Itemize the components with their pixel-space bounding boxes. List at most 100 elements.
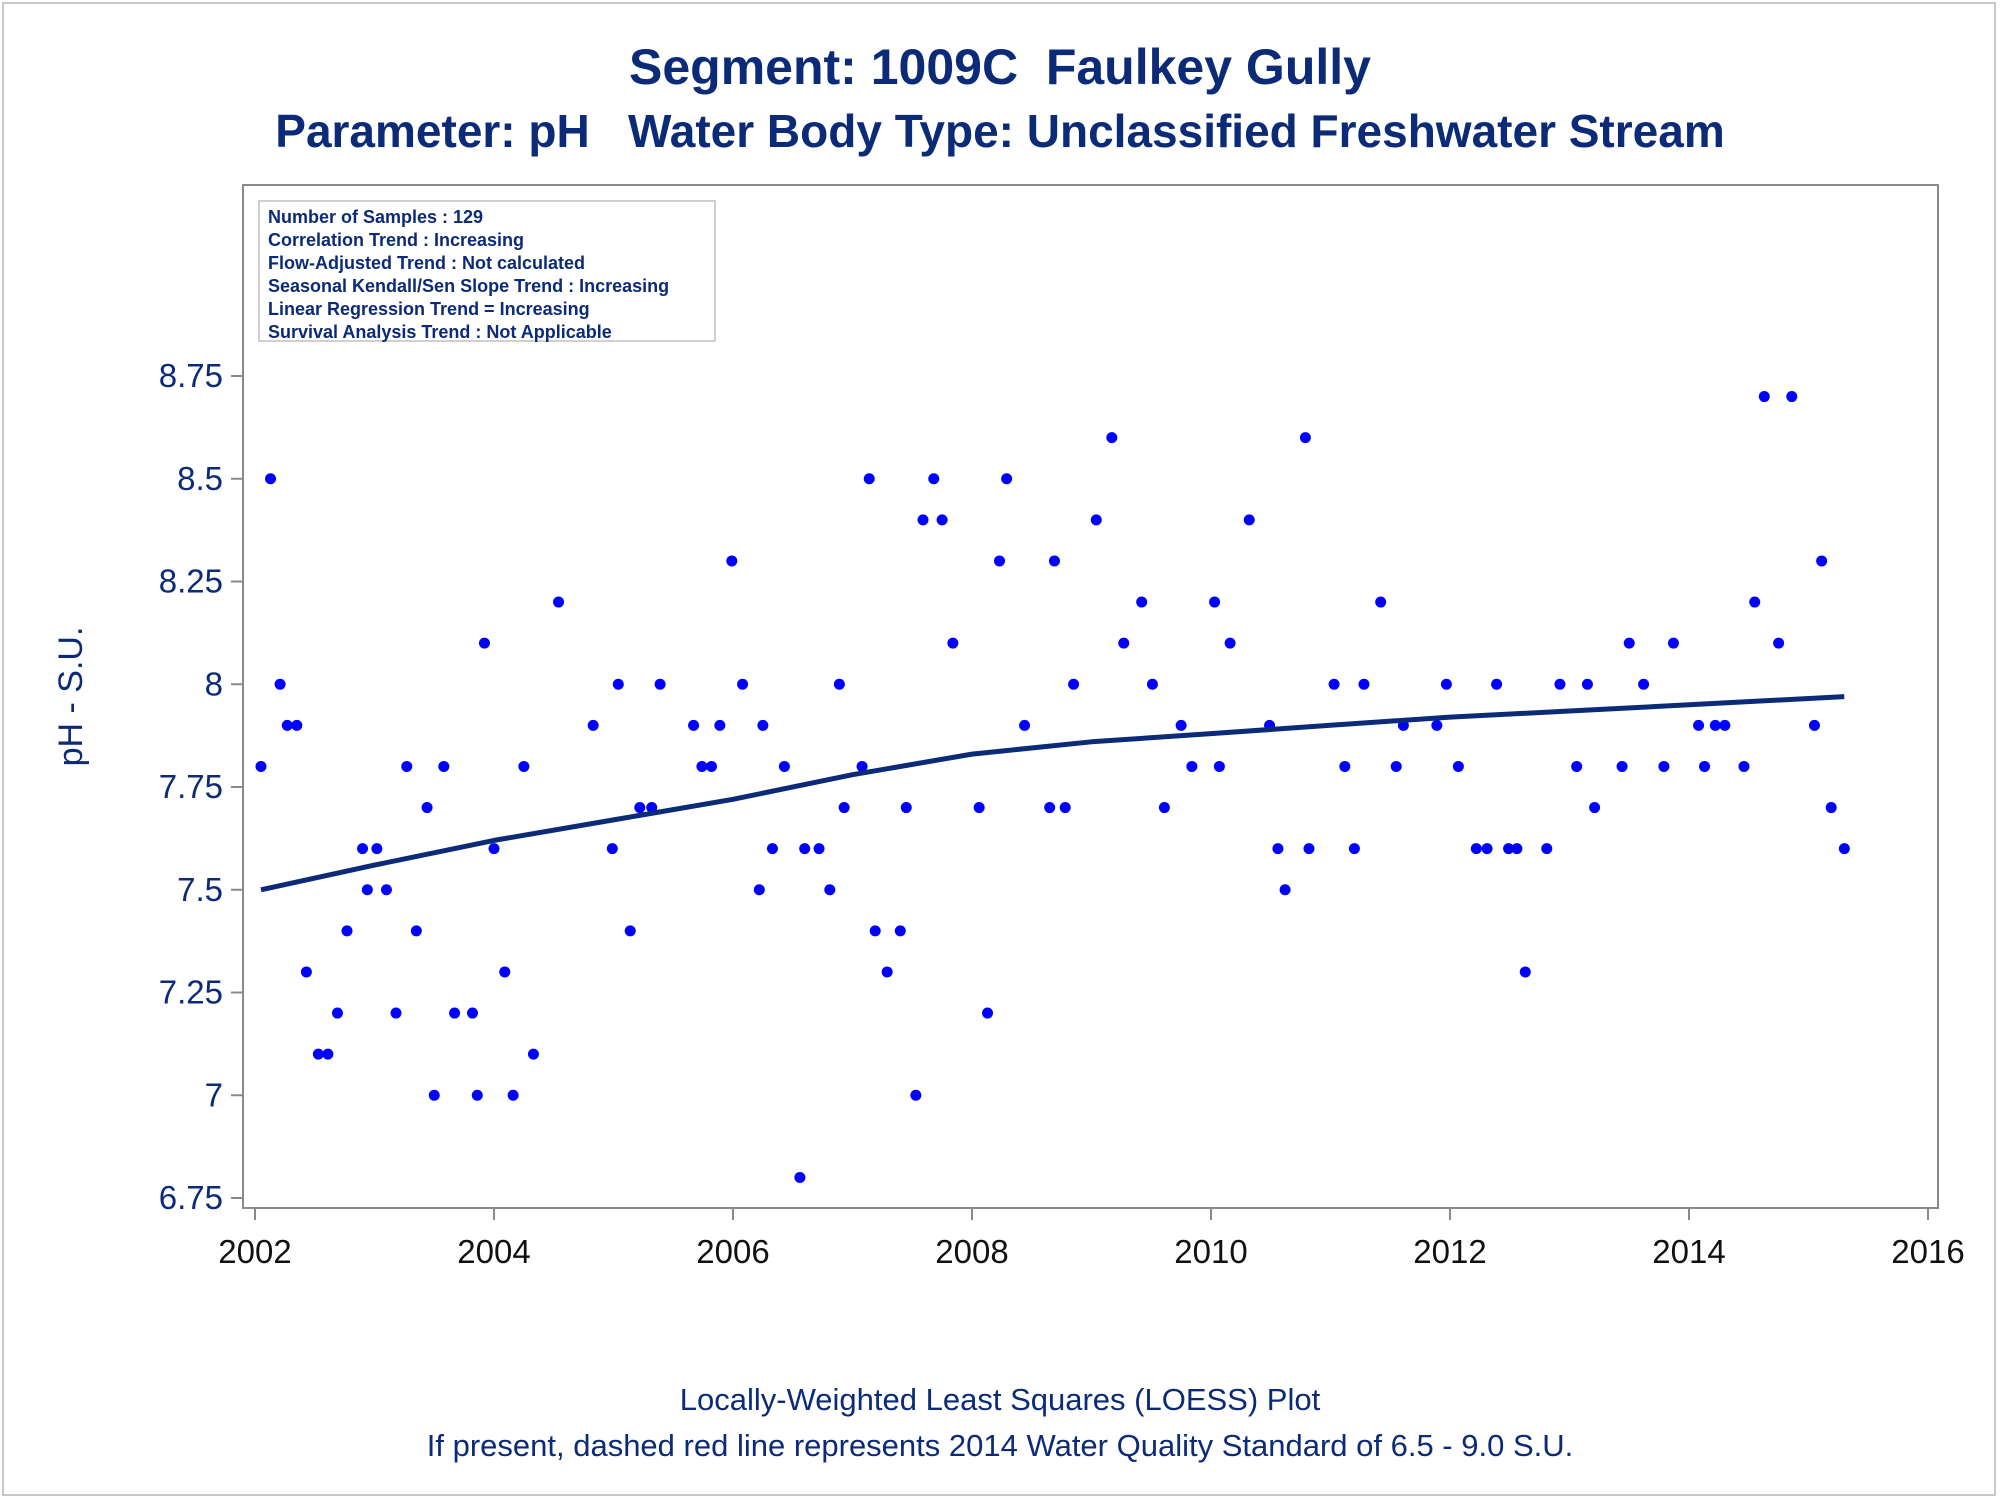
stats-legend-box: Number of Samples : 129 Correlation Tren…: [258, 200, 716, 342]
data-point: [449, 1007, 461, 1019]
data-point: [1503, 843, 1515, 855]
data-point: [466, 1007, 478, 1019]
data-point: [900, 802, 912, 814]
data-point: [1816, 555, 1828, 567]
data-point: [1348, 843, 1360, 855]
y-tick-label: 8.75: [159, 357, 223, 394]
y-tick-label: 6.75: [159, 1179, 223, 1216]
data-point: [1118, 637, 1130, 649]
data-point: [1709, 719, 1721, 731]
data-point: [438, 760, 450, 772]
data-point: [1106, 432, 1118, 444]
x-tick-label: 2002: [218, 1233, 291, 1270]
x-tick-label: 2014: [1652, 1233, 1725, 1270]
x-tick-label: 2010: [1174, 1233, 1247, 1270]
data-point: [1719, 719, 1731, 731]
data-point: [281, 719, 293, 731]
data-point: [910, 1089, 922, 1101]
footnote-loess: Locally-Weighted Least Squares (LOESS) P…: [679, 1382, 1321, 1417]
data-point: [1213, 760, 1225, 772]
data-point: [1358, 678, 1370, 690]
data-point: [766, 843, 778, 855]
data-point: [1667, 637, 1679, 649]
footnote-standard: If present, dashed red line represents 2…: [426, 1428, 1574, 1463]
data-point: [357, 843, 369, 855]
data-point: [553, 596, 565, 608]
data-point: [371, 843, 383, 855]
data-point: [341, 925, 353, 937]
data-point: [1519, 966, 1531, 978]
data-point: [255, 760, 267, 772]
data-point: [527, 1048, 539, 1060]
data-point: [518, 760, 530, 772]
data-point: [1279, 884, 1291, 896]
data-point: [322, 1048, 334, 1060]
data-point: [1048, 555, 1060, 567]
data-point: [1224, 637, 1236, 649]
data-point: [869, 925, 881, 937]
data-point: [1068, 678, 1080, 690]
data-point: [838, 802, 850, 814]
data-point: [421, 802, 433, 814]
data-point: [1699, 760, 1711, 772]
data-point: [1158, 802, 1170, 814]
data-point: [794, 1171, 806, 1183]
y-tick-label: 8: [205, 665, 223, 702]
data-point: [1749, 596, 1761, 608]
data-point: [1059, 802, 1071, 814]
y-tick-label: 7.5: [177, 871, 223, 908]
data-point: [488, 843, 500, 855]
data-point: [1808, 719, 1820, 731]
data-point: [917, 514, 929, 526]
y-tick-label: 8.5: [177, 460, 223, 497]
data-point: [1616, 760, 1628, 772]
data-point: [274, 678, 286, 690]
stats-seasonal-kendall-trend: Seasonal Kendall/Sen Slope Trend : Incre…: [268, 276, 670, 296]
data-point: [714, 719, 726, 731]
data-point: [654, 678, 666, 690]
data-point: [1001, 473, 1013, 485]
data-point: [1209, 596, 1221, 608]
data-point: [606, 843, 618, 855]
data-point: [428, 1089, 440, 1101]
data-point: [1303, 843, 1315, 855]
data-point: [1541, 843, 1553, 855]
data-point: [1623, 637, 1635, 649]
data-point: [1658, 760, 1670, 772]
plot-area-border: [242, 184, 1939, 1209]
data-point: [947, 637, 959, 649]
data-point: [1328, 678, 1340, 690]
data-point: [1136, 596, 1148, 608]
x-tick-label: 2006: [696, 1233, 769, 1270]
data-point: [881, 966, 893, 978]
data-point: [410, 925, 422, 937]
data-point: [1339, 760, 1351, 772]
data-point: [471, 1089, 483, 1101]
data-point: [1243, 514, 1255, 526]
data-point: [1481, 843, 1493, 855]
data-point: [1375, 596, 1387, 608]
data-point: [624, 925, 636, 937]
data-point: [833, 678, 845, 690]
data-point: [863, 473, 875, 485]
data-point: [813, 843, 825, 855]
data-point: [1838, 843, 1850, 855]
chart-subtitle: Parameter: pH Water Body Type: Unclassif…: [275, 105, 1725, 157]
data-point: [757, 719, 769, 731]
data-point: [1491, 678, 1503, 690]
data-point: [753, 884, 765, 896]
data-point: [1186, 760, 1198, 772]
data-point: [824, 884, 836, 896]
x-tick-label: 2016: [1891, 1233, 1964, 1270]
data-point: [331, 1007, 343, 1019]
data-point: [507, 1089, 519, 1101]
data-point: [634, 802, 646, 814]
loess-trend-line: [260, 694, 1845, 893]
data-point: [688, 719, 700, 731]
data-point: [1090, 514, 1102, 526]
data-point: [799, 843, 811, 855]
data-point: [737, 678, 749, 690]
y-tick-label: 7.25: [159, 974, 223, 1011]
data-point: [726, 555, 738, 567]
